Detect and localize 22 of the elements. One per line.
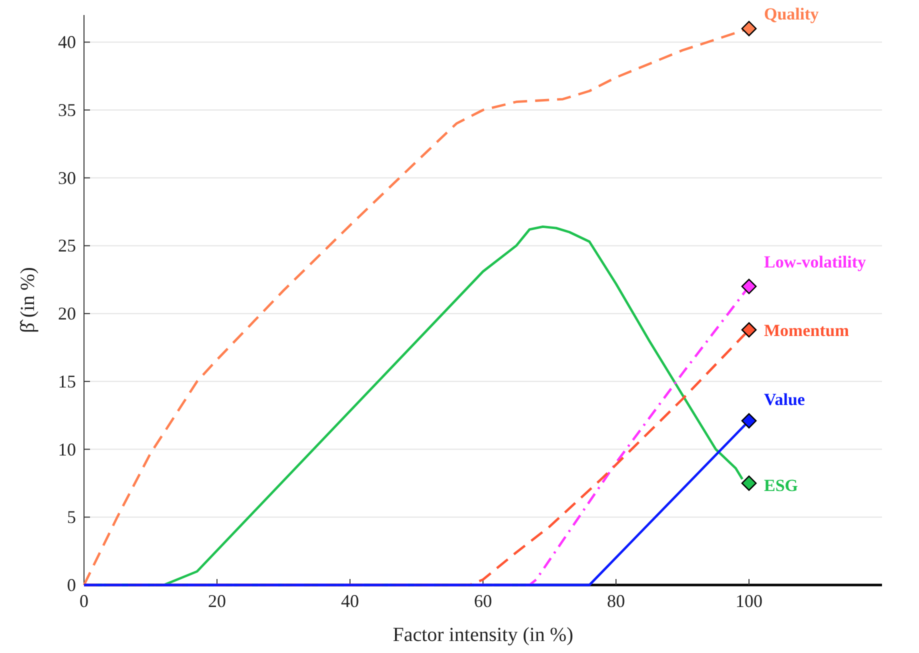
x-tick-label: 100 (736, 591, 762, 611)
x-axis-title: Factor intensity (in %) (392, 624, 574, 646)
x-tick-label: 80 (607, 591, 625, 611)
series-label: Quality (764, 4, 820, 24)
y-tick-label: 40 (58, 32, 76, 52)
y-tick-label: 0 (67, 575, 76, 595)
y-tick-label: 20 (58, 304, 76, 324)
y-tick-label: 5 (67, 507, 76, 528)
x-tick-label: 0 (80, 591, 88, 611)
series-label: ESG (764, 476, 798, 496)
series-label: Value (764, 390, 806, 409)
x-tick-label: 40 (341, 591, 359, 611)
series-label: Momentum (764, 320, 849, 340)
series-label: Low-volatility (764, 252, 866, 272)
y-tick-label: 35 (58, 100, 76, 120)
y-tick-label: 15 (58, 371, 76, 392)
y-tick-label: 10 (58, 439, 76, 460)
y-axis-title: β̂ (in %) (17, 267, 39, 333)
x-tick-label: 20 (208, 591, 226, 611)
y-tick-label: 30 (58, 168, 76, 188)
x-tick-label: 60 (474, 591, 492, 611)
y-tick-label: 25 (58, 236, 76, 256)
